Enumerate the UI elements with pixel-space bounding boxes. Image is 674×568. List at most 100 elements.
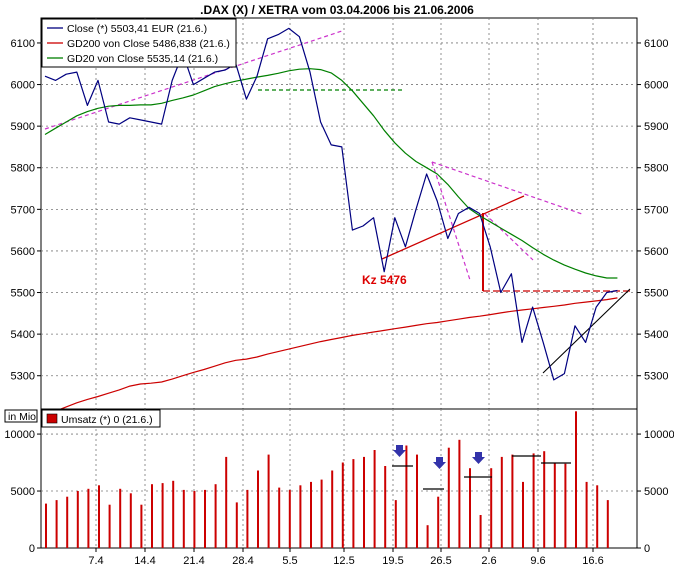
- x-tick-label: 14.4: [134, 555, 155, 567]
- volume-bar: [363, 456, 365, 548]
- volume-bar: [479, 515, 482, 548]
- volume-bar: [426, 525, 429, 548]
- volume-bar: [405, 445, 408, 548]
- volume-bar: [140, 504, 143, 548]
- volume-bar: [564, 463, 567, 548]
- volume-bar: [532, 453, 535, 548]
- gd200-line: [44, 297, 618, 416]
- volume-legend: Umsatz (*) 0 (21.6.): [41, 409, 161, 428]
- volume-bar: [76, 491, 79, 548]
- volume-axis: 0 0 5000 5000 10000 10000: [4, 429, 674, 555]
- price-series: [44, 27, 618, 416]
- legend-gd200: GD200 von Close 5486,838 (21.6.): [67, 38, 230, 50]
- volume-bar: [45, 503, 47, 548]
- volume-bars: [45, 411, 609, 548]
- volume-bar: [384, 466, 387, 548]
- x-tick-label: 12.5: [333, 555, 354, 567]
- volume-bar: [437, 496, 440, 548]
- trend-lines: [44, 30, 631, 374]
- volume-bar: [55, 500, 58, 548]
- x-axis: 7.4 14.4 21.4 28.4 5.5 12.5 19.5 26.5 2.6 9.6 16.6: [88, 548, 604, 567]
- volume-unit-label: in Mio: [8, 411, 36, 423]
- arrow-down-icon: [472, 452, 485, 464]
- volume-bar: [416, 454, 418, 548]
- legend-swatch-volume: [46, 413, 58, 424]
- price-tick-label-left: 5800: [11, 163, 35, 175]
- price-tick-label-right: 5900: [644, 121, 668, 133]
- volume-bar: [500, 456, 503, 548]
- volume-bar: [585, 481, 588, 548]
- arrow-down-icon: [433, 457, 446, 469]
- volume-unit-box: [4, 409, 38, 423]
- downtrend-line-1: [431, 161, 583, 215]
- target-annotation: Kz 5476: [362, 273, 407, 287]
- volume-bar: [543, 451, 546, 548]
- price-tick-label-left: 5900: [11, 121, 35, 133]
- x-tick-label: 26.5: [430, 555, 451, 567]
- volume-bar: [288, 489, 291, 548]
- volume-bar: [246, 489, 249, 548]
- volume-bar: [341, 462, 344, 548]
- volume-bar: [278, 487, 281, 548]
- price-tick-label-right: 5500: [644, 288, 668, 300]
- close-line: [44, 27, 618, 381]
- chart-title: .DAX (X) / XETRA vom 03.04.2006 bis 21.0…: [200, 3, 474, 17]
- arrow-down-icon: [393, 445, 406, 457]
- volume-tick-label-right: 10000: [644, 429, 674, 441]
- volume-bar: [235, 502, 238, 548]
- x-tick-label: 7.4: [88, 555, 103, 567]
- volume-bar: [172, 480, 175, 548]
- volume-tick-label-right: 5000: [644, 486, 668, 498]
- price-tick-label-left: 5400: [11, 329, 35, 341]
- price-tick-label-left: 5700: [11, 204, 35, 216]
- volume-bar: [98, 485, 100, 548]
- volume-bar: [447, 447, 450, 548]
- volume-bar: [129, 493, 132, 548]
- volume-bar: [331, 470, 334, 548]
- price-tick-label-right: 5600: [644, 246, 668, 258]
- volume-bar: [299, 485, 302, 548]
- upper-trend-line: [44, 30, 343, 130]
- x-tick-label: 9.6: [530, 555, 545, 567]
- price-tick-label-left: 6000: [11, 80, 35, 92]
- volume-bar: [373, 450, 376, 548]
- price-axis: 5300 5300 5400 5400 5500 5500 5600 5600 5700 5700…: [11, 38, 669, 383]
- x-tick-label: 21.4: [183, 555, 204, 567]
- volume-bar: [108, 504, 111, 548]
- price-tick-label-right: 5800: [644, 163, 668, 175]
- volume-bar: [394, 500, 397, 548]
- legend-gd20: GD20 von Close 5535,14 (21.6.): [67, 53, 218, 65]
- volume-bar: [151, 484, 153, 548]
- price-tick-label-left: 5500: [11, 288, 35, 300]
- volume-bar: [553, 462, 556, 548]
- x-tick-label: 5.5: [282, 555, 297, 567]
- volume-tick-label-left: 0: [29, 543, 35, 555]
- volume-bar: [575, 411, 577, 548]
- price-legend: Close (*) 5503,41 EUR (21.6.) GD200 von …: [41, 18, 237, 68]
- rebound-trend-line: [542, 288, 631, 374]
- volume-bar: [119, 488, 122, 548]
- price-tick-label-right: 5400: [644, 329, 668, 341]
- x-tick-label: 16.6: [582, 555, 603, 567]
- volume-tick-label-right: 0: [644, 543, 650, 555]
- legend-volume: Umsatz (*) 0 (21.6.): [61, 414, 153, 426]
- volume-bar: [66, 496, 69, 548]
- volume-bar: [204, 489, 206, 548]
- volume-bar: [469, 468, 471, 548]
- volume-bar: [352, 459, 355, 548]
- volume-bar: [310, 481, 312, 548]
- volume-bar: [225, 456, 228, 548]
- price-tick-label-right: 6000: [644, 80, 668, 92]
- x-tick-label: 28.4: [232, 555, 253, 567]
- volume-bar: [606, 500, 609, 548]
- volume-tick-label-left: 5000: [11, 486, 35, 498]
- volume-bar: [320, 479, 323, 548]
- price-panel: [40, 17, 638, 410]
- volume-tick-label-left: 10000: [4, 429, 35, 441]
- volume-bar: [257, 470, 259, 548]
- price-tick-label-right: 6100: [644, 38, 668, 50]
- volume-bar: [161, 483, 164, 548]
- volume-bar: [458, 439, 461, 548]
- volume-bar: [87, 488, 90, 548]
